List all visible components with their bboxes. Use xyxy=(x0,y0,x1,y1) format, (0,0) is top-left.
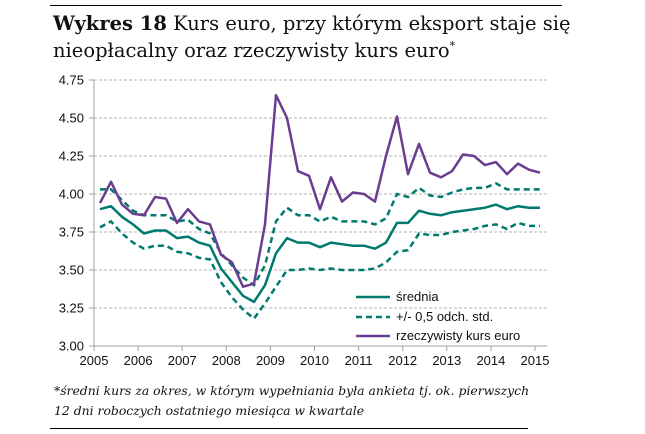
x-tick-label: 2009 xyxy=(256,353,285,368)
x-tick-label: 2008 xyxy=(212,353,241,368)
figure-number: Wykres 18 xyxy=(53,12,167,35)
title-line-2: nieopłacalny oraz rzeczywisty kurs euro xyxy=(53,39,450,62)
y-tick-label: 3.00 xyxy=(59,339,84,354)
top-rule xyxy=(50,5,562,6)
title-line-1: Kurs euro, przy którym eksport staje się xyxy=(166,12,571,35)
x-tick-label: 2014 xyxy=(476,353,505,368)
series-mean xyxy=(99,203,540,304)
legend-label-band: +/- 0,5 odch. std. xyxy=(396,309,493,324)
axes xyxy=(89,79,547,351)
series-lines xyxy=(98,93,541,321)
x-tick-label: 2005 xyxy=(80,353,109,368)
x-tick-label: 2007 xyxy=(168,353,197,368)
series-actual-rate xyxy=(98,93,541,288)
x-tick-label: 2010 xyxy=(300,353,329,368)
legend: średnia +/- 0,5 odch. std. rzeczywisty k… xyxy=(356,289,520,343)
footnote-line-1: *średni kurs za okres, w którym wypełnia… xyxy=(54,383,530,398)
series-band-lower xyxy=(99,219,540,321)
legend-label-mean: średnia xyxy=(396,289,439,304)
legend-label-actual: rzeczywisty kurs euro xyxy=(396,328,520,343)
bottom-rule xyxy=(50,428,528,429)
chart-title: Wykres 18 Kurs euro, przy którym eksport… xyxy=(53,10,573,64)
footnote: *średni kurs za okres, w którym wypełnia… xyxy=(54,381,574,421)
y-tick-label: 4.50 xyxy=(59,111,84,126)
x-tick-label: 2011 xyxy=(345,353,373,368)
x-tick-label: 2015 xyxy=(521,353,550,368)
y-tick-label: 3.75 xyxy=(59,225,84,240)
x-tick-label: 2012 xyxy=(388,353,417,368)
x-tick-label: 2013 xyxy=(432,353,461,368)
x-tick-label: 2006 xyxy=(124,353,153,368)
footnote-marker: * xyxy=(449,39,456,53)
x-tick-labels: 2005 2006 2007 2008 2009 2010 2011 2012 2013 2014… xyxy=(80,353,550,368)
footnote-line-2: 12 dni roboczych ostatniego miesiąca w k… xyxy=(54,403,365,418)
gridlines xyxy=(94,79,547,309)
y-tick-label: 3.50 xyxy=(59,263,84,278)
y-tick-label: 4.75 xyxy=(59,73,84,88)
y-tick-label: 4.00 xyxy=(59,187,84,202)
y-tick-label: 4.25 xyxy=(59,149,84,164)
series-band-upper xyxy=(100,182,540,288)
y-tick-labels: 3.00 3.25 3.50 3.75 4.00 4.25 4.50 4.75 xyxy=(59,73,84,354)
y-tick-label: 3.25 xyxy=(59,301,84,316)
